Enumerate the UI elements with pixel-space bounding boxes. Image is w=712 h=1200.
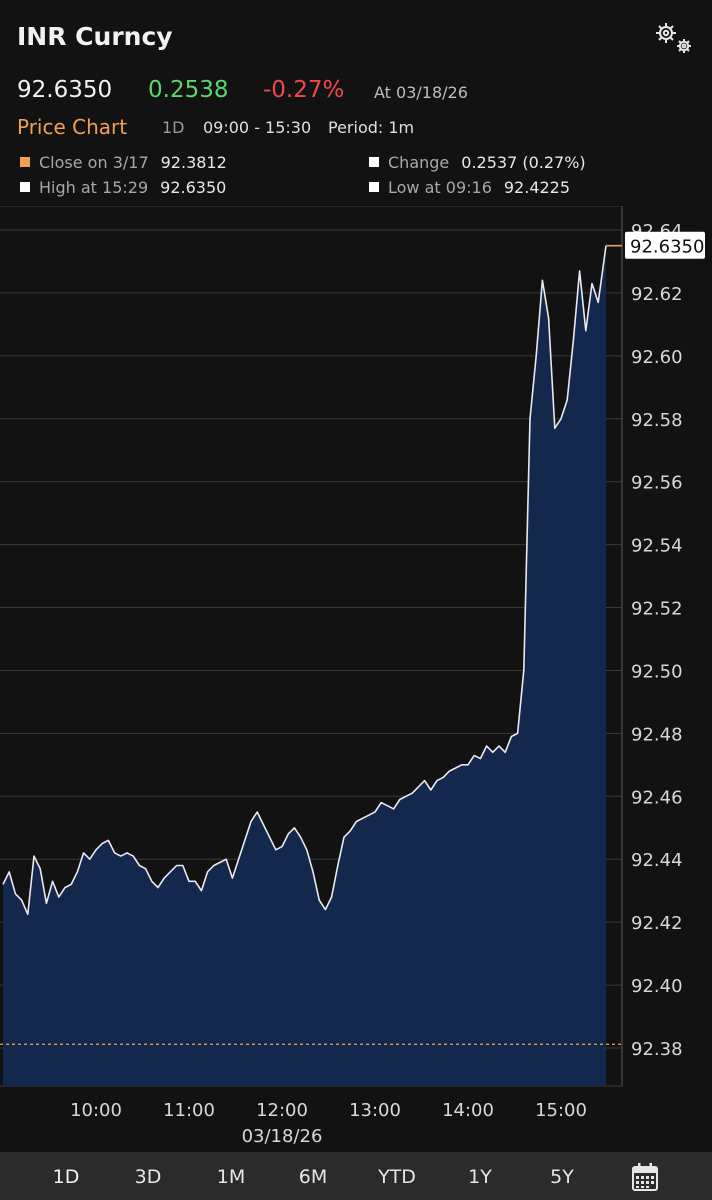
range-label: 1D <box>162 118 185 137</box>
stat-label: High at 15:29 <box>39 178 149 197</box>
net-change: 0.2538 <box>148 77 229 103</box>
x-tick-label: 14:00 <box>442 1100 494 1121</box>
y-tick-label: 92.58 <box>631 410 683 431</box>
x-date-label: 03/18/26 <box>242 1126 323 1147</box>
change-marker-icon <box>369 157 379 167</box>
tab-5y[interactable]: 5Y <box>550 1166 574 1188</box>
x-tick-label: 12:00 <box>256 1100 308 1121</box>
y-tick-label: 92.62 <box>631 284 683 305</box>
tab-ytd[interactable]: YTD <box>378 1166 416 1188</box>
stat-high: High at 15:29 92.6350 <box>20 178 226 197</box>
area-fill <box>3 245 606 1086</box>
tab-6m[interactable]: 6M <box>298 1166 328 1188</box>
as-of-date: At 03/18/26 <box>374 83 468 102</box>
price-chart-label[interactable]: Price Chart <box>17 115 128 139</box>
percent-change: -0.27% <box>263 77 345 103</box>
price-chart[interactable]: 92.38 92.40 92.42 92.44 92.46 92.48 92.50 92.52… <box>0 206 712 1152</box>
close-marker-icon <box>20 157 30 167</box>
y-tick-label: 92.56 <box>631 473 683 494</box>
stat-low: Low at 09:16 92.4225 <box>369 178 570 197</box>
price-line <box>2 245 607 916</box>
high-marker-icon <box>20 182 30 192</box>
settings-icon[interactable] <box>652 20 694 56</box>
calendar-icon[interactable] <box>632 1163 658 1191</box>
y-tick-label: 92.38 <box>631 1039 683 1060</box>
stat-label: Change <box>388 153 450 172</box>
tab-1d[interactable]: 1D <box>52 1166 80 1188</box>
stat-value: 92.6350 <box>160 178 227 197</box>
last-value-label: 92.6350 <box>630 237 704 258</box>
x-tick-label: 15:00 <box>535 1100 587 1121</box>
stat-value: 92.4225 <box>503 178 571 197</box>
stat-label: Low at 09:16 <box>388 178 492 197</box>
quote-header: INR Curncy 92.6350 0.2538 -0.27% At 03/1… <box>0 0 712 206</box>
tab-1y[interactable]: 1Y <box>468 1166 492 1188</box>
stat-change: Change 0.2537 (0.27%) <box>369 153 586 172</box>
y-tick-label: 92.52 <box>631 599 683 620</box>
y-tick-label: 92.54 <box>631 536 683 557</box>
low-marker-icon <box>369 182 379 192</box>
y-tick-label: 92.60 <box>631 347 683 368</box>
last-value-badge <box>625 231 705 259</box>
hours-label: 09:00 - 15:30 <box>203 118 312 137</box>
y-tick-label: 92.48 <box>631 724 683 745</box>
x-tick-label: 11:00 <box>163 1100 215 1121</box>
x-tick-label: 10:00 <box>70 1100 122 1121</box>
tab-1m[interactable]: 1M <box>216 1166 246 1188</box>
stat-value: 0.2537 (0.27%) <box>461 153 586 172</box>
range-tab-bar: 1D 3D 1M 6M YTD 1Y 5Y <box>0 1152 712 1200</box>
y-tick-label: 92.44 <box>631 850 683 871</box>
period-label: Period: 1m <box>328 118 415 137</box>
y-tick-label: 92.50 <box>631 661 683 682</box>
x-tick-label: 13:00 <box>349 1100 401 1121</box>
last-price: 92.6350 <box>17 77 113 103</box>
y-tick-label: 92.40 <box>631 976 683 997</box>
security-title: INR Curncy <box>17 22 173 51</box>
stat-value: 92.3812 <box>160 153 227 172</box>
y-tick-label: 92.46 <box>631 787 683 808</box>
tab-3d[interactable]: 3D <box>134 1166 162 1188</box>
y-tick-label: 92.42 <box>631 913 683 934</box>
stat-label: Close on 3/17 <box>39 153 149 172</box>
stat-previous-close: Close on 3/17 92.3812 <box>20 153 227 172</box>
